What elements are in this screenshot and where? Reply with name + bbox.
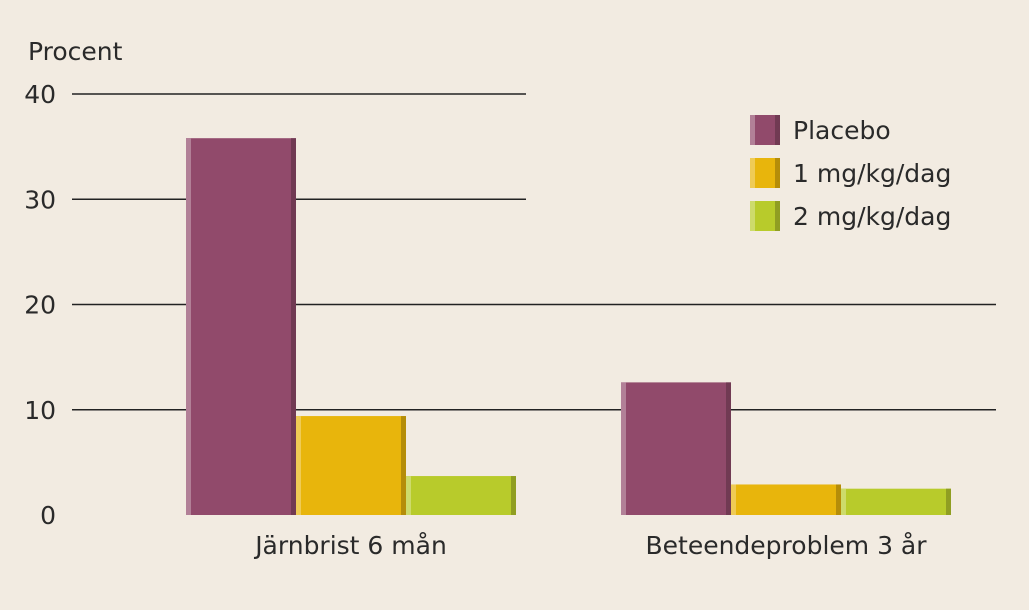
y-tick-label: 30 bbox=[24, 185, 56, 214]
bar bbox=[406, 476, 516, 515]
y-tick-label: 10 bbox=[24, 396, 56, 425]
x-category-label: Beteendeproblem 3 år bbox=[645, 531, 927, 560]
svg-text:1 mg/kg/dag: 1 mg/kg/dag bbox=[793, 159, 951, 188]
bar bbox=[186, 138, 296, 515]
legend-item: Placebo bbox=[750, 115, 891, 145]
bars bbox=[186, 138, 951, 515]
legend-item: 1 mg/kg/dag bbox=[750, 158, 951, 188]
legend: Placebo 1 mg/kg/dag 2 mg/kg/dag bbox=[750, 115, 951, 231]
bar bbox=[841, 488, 951, 515]
y-tick-label: 20 bbox=[24, 291, 56, 320]
bar bbox=[296, 416, 406, 515]
y-tick-label: 40 bbox=[24, 80, 56, 109]
y-axis-label: Procent bbox=[28, 37, 123, 66]
legend-item: 2 mg/kg/dag bbox=[750, 201, 951, 231]
bar bbox=[731, 484, 841, 515]
x-axis-categories: Järnbrist 6 mån Beteendeproblem 3 år bbox=[253, 531, 927, 560]
y-axis-ticks: 0 10 20 30 40 bbox=[24, 80, 56, 530]
svg-text:Placebo: Placebo bbox=[793, 116, 891, 145]
bar bbox=[621, 382, 731, 515]
y-tick-label: 0 bbox=[40, 501, 56, 530]
x-category-label: Järnbrist 6 mån bbox=[253, 531, 447, 560]
svg-text:2 mg/kg/dag: 2 mg/kg/dag bbox=[793, 202, 951, 231]
